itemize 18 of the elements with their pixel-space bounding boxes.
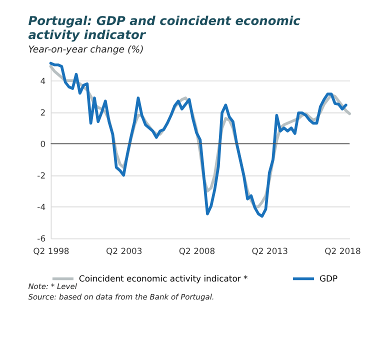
y-tick-label: 4 [40, 76, 46, 86]
legend-label: Coincident economic activity indicator * [78, 274, 248, 284]
x-tick-label: Q2 2013 [252, 246, 288, 256]
y-tick-label: -2 [37, 170, 46, 181]
x-tick-label: Q2 2008 [178, 246, 216, 256]
y-tick-label: -6 [37, 234, 46, 244]
text: Portugal: GDP and coincident economic [28, 14, 300, 28]
text: activity indicator [28, 28, 146, 42]
x-tick-label: Q2 2018 [324, 246, 361, 256]
legend-label: GDP [319, 274, 338, 284]
y-tick-label: 2 [40, 107, 46, 118]
chart-subtitle: Year-on-year change (%) [28, 44, 144, 56]
y-tick-label: 0 [40, 139, 46, 150]
text: Note: * Level [28, 282, 78, 292]
x-tick-label: Q2 1998 [33, 246, 70, 256]
x-tick-label: Q2 2003 [106, 246, 142, 256]
y-tick-label: -4 [37, 202, 46, 212]
source-note: Source: based on data from the Bank of Portugal. [28, 292, 214, 302]
